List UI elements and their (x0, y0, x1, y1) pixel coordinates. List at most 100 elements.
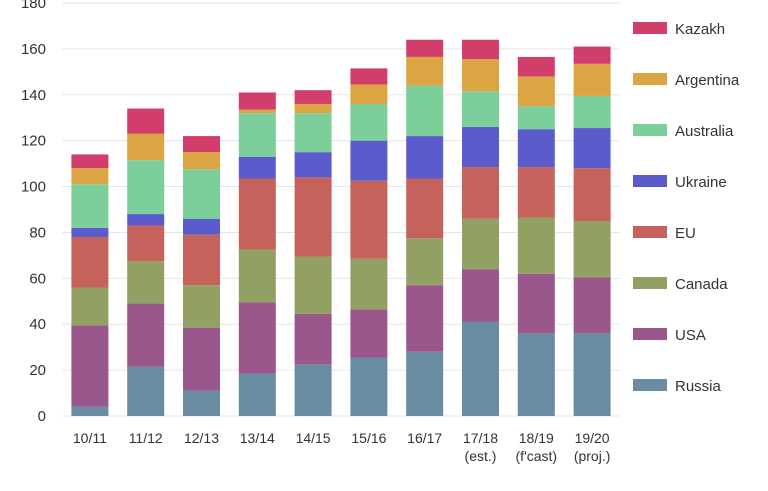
bar-segment-eu (462, 167, 499, 219)
y-tick-label: 20 (29, 362, 46, 379)
legend-swatch (633, 379, 667, 391)
bar-segment-canada (462, 218, 499, 270)
bar-segment-usa (294, 313, 332, 365)
x-tick-label: 14/15 (296, 430, 331, 446)
bar-segment-russia (350, 357, 388, 416)
legend-label: Argentina (675, 72, 740, 89)
bar-segment-canada (127, 261, 165, 304)
y-tick-label: 40 (29, 316, 46, 333)
x-tick-label: 12/13 (184, 430, 219, 446)
bar-segment-argentina (294, 103, 332, 114)
bar-segment-kazakh (517, 56, 555, 77)
x-tick-label: 19/20 (575, 430, 610, 446)
bar-segment-ukraine (71, 227, 109, 238)
bar-segment-australia (71, 184, 109, 228)
bar-segment-kazakh (238, 92, 276, 110)
bar-segment-russia (573, 333, 611, 416)
legend-label: Canada (675, 276, 728, 293)
legend-label: Russia (675, 378, 722, 395)
x-tick-label: 16/17 (407, 430, 442, 446)
bar-segment-canada (294, 256, 332, 314)
bar-segment-australia (573, 95, 611, 129)
y-tick-label: 60 (29, 270, 46, 287)
bar-segment-canada (238, 249, 276, 303)
legend-label: Ukraine (675, 174, 727, 191)
bar-segment-argentina (183, 152, 220, 170)
bar-segment-argentina (71, 168, 109, 185)
bar-segment-ukraine (517, 129, 555, 168)
bar-segment-usa (238, 302, 276, 374)
bar-segment-australia (238, 113, 276, 157)
y-tick-label: 0 (38, 408, 46, 425)
bar-segment-kazakh (350, 68, 388, 85)
bar-segment-canada (350, 258, 388, 310)
bar-segment-russia (183, 390, 220, 416)
y-tick-label: 140 (21, 87, 46, 104)
legend-swatch (633, 73, 667, 85)
bar-segment-eu (517, 167, 555, 218)
bar-segment-australia (517, 106, 555, 130)
bar-segment-australia (127, 160, 165, 215)
bar-segment-kazakh (462, 39, 499, 60)
bar-segment-eu (183, 234, 220, 286)
x-tick-label: (proj.) (574, 448, 611, 464)
legend-swatch (633, 175, 667, 187)
legend-label: USA (675, 327, 706, 344)
x-tick-label: 18/19 (519, 430, 554, 446)
bar-segment-usa (406, 285, 444, 352)
bar-segment-usa (517, 273, 555, 334)
bar-segment-kazakh (573, 46, 611, 64)
bar-segment-russia (517, 333, 555, 416)
y-tick-label: 80 (29, 224, 46, 241)
bar-segment-russia (406, 351, 444, 416)
y-tick-label: 120 (21, 133, 46, 150)
x-tick-label: 15/16 (351, 430, 386, 446)
legend-label: Kazakh (675, 21, 725, 38)
bar-segment-argentina (573, 63, 611, 96)
legend-swatch (633, 277, 667, 289)
legend-label: Australia (675, 123, 734, 140)
x-tick-label: 13/14 (240, 430, 275, 446)
bar-segment-argentina (406, 56, 444, 86)
bar-segment-eu (238, 178, 276, 250)
bar-segment-usa (183, 327, 220, 391)
bar-segment-australia (462, 91, 499, 127)
bar-segment-eu (71, 237, 109, 288)
bar-segment-ukraine (183, 218, 220, 235)
bar-segment-ukraine (573, 128, 611, 169)
bar-segment-canada (71, 287, 109, 326)
bar-segment-argentina (517, 76, 555, 107)
bar-segment-usa (462, 269, 499, 322)
bar-segment-russia (294, 364, 332, 416)
bar-segment-australia (406, 85, 444, 137)
bar-segment-kazakh (294, 90, 332, 104)
bar-segment-canada (183, 285, 220, 328)
x-tick-label: (est.) (465, 448, 497, 464)
bar-segment-eu (406, 178, 444, 239)
y-tick-label: 100 (21, 179, 46, 196)
bar-segment-kazakh (406, 39, 444, 57)
bar-segment-argentina (350, 84, 388, 104)
bar-segment-russia (71, 406, 109, 416)
legend-swatch (633, 226, 667, 238)
x-tick-label: (f'cast) (516, 448, 558, 464)
x-tick-label: 17/18 (463, 430, 498, 446)
legend-label: EU (675, 225, 696, 242)
bar-segment-usa (573, 277, 611, 334)
bar-segment-ukraine (350, 140, 388, 181)
y-tick-label: 180 (21, 0, 46, 12)
bar-segment-russia (462, 321, 499, 416)
bar-segment-ukraine (294, 152, 332, 178)
bar-segment-canada (406, 238, 444, 286)
bar-segment-kazakh (71, 154, 109, 169)
bar-segment-argentina (127, 133, 165, 161)
bar-segment-kazakh (183, 136, 220, 153)
bar-segment-kazakh (127, 108, 165, 134)
bar-segment-ukraine (406, 136, 444, 179)
bar-segment-australia (294, 113, 332, 153)
bar-segment-eu (573, 168, 611, 221)
bar-segment-canada (573, 220, 611, 278)
bar-segment-eu (350, 180, 388, 259)
bar-segment-ukraine (127, 214, 165, 226)
